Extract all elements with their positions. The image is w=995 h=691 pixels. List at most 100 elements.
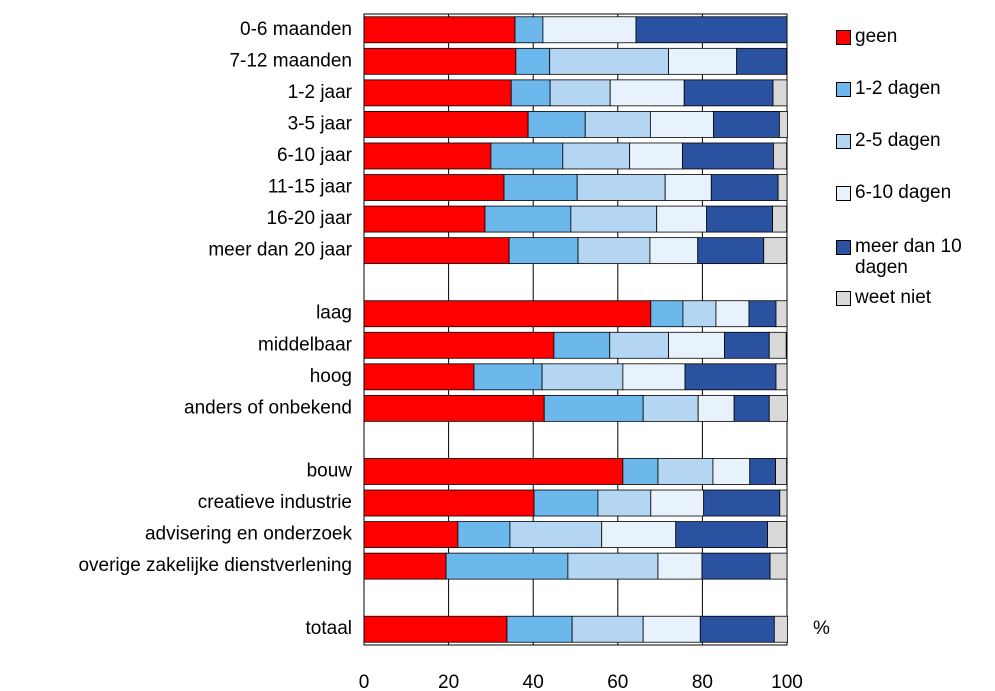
y-tick-label: 11-15 jaar [268,177,353,198]
y-tick-label: totaal [306,618,352,639]
bar-segment [657,458,714,485]
legend-entry: 2-5 dagen [836,130,966,151]
bar-segment [508,237,579,265]
bar-segment [363,300,652,328]
bar-segment [715,300,750,328]
x-tick-label: 0 [359,672,370,691]
bar-segment [571,615,644,643]
bar-segment [363,521,459,548]
bar-segment [609,331,669,359]
y-tick-label: meer dan 20 jaar [208,240,352,261]
bar-segment [506,615,573,643]
bar-segment [635,16,788,44]
y-tick-label: creatieve industrie [198,492,352,513]
bar-segment [779,489,788,517]
bar-segment [622,458,659,485]
x-tick-label: 60 [607,672,628,691]
bar-segment [701,552,771,580]
bar-segment [697,237,765,265]
y-tick-label: laag [316,303,352,324]
bar-segment [706,205,774,233]
legend-swatch [836,240,851,255]
bar-segment [664,174,712,201]
bar-segment [363,489,535,517]
bar-segment [363,237,510,265]
legend-label: meer dan 10 dagen [855,236,962,278]
bar-segment [769,552,788,580]
bar-segment [697,394,735,422]
bar-segment [577,237,651,265]
bar-segment [703,489,781,517]
legend-entry: geen [836,26,966,47]
bar-segment [768,331,787,359]
bar-segment [363,458,624,485]
bar-segment [649,111,714,138]
bar-segment [584,111,651,138]
legend-swatch [836,291,851,306]
y-tick-label: 7-12 maanden [229,50,352,71]
bar-segment [768,394,788,422]
x-tick-label: 80 [692,672,713,691]
legend-entry: meer dan 10 dagen [836,236,966,278]
bar-segment [570,205,658,233]
bar-segment [723,331,770,359]
bar-segment [363,205,486,233]
bar-segment [363,174,505,201]
bar-segment [777,174,788,201]
legend-label: geen [855,26,898,47]
bar-segment [684,363,777,391]
y-tick-label: 16-20 jaar [266,208,352,229]
bar-segment [503,174,578,201]
bar-segment [682,300,717,328]
bar-segment [484,205,572,233]
bar-segment [778,111,788,138]
legend-swatch [836,82,851,97]
y-tick-label: 6-10 jaar [277,145,353,166]
y-tick-label: hoog [310,366,352,387]
bar-segment [675,521,768,548]
bar-segment [527,111,586,138]
legend-entry: 6-10 dagen [836,182,966,203]
x-tick-label: 40 [523,672,544,691]
legend-entry: 1-2 dagen [836,78,966,99]
bar-segment [775,300,788,328]
bar-segment [363,331,555,359]
x-tick-label: 100 [771,672,803,691]
bar-segment [773,142,787,170]
y-tick-label: 3-5 jaar [288,113,353,134]
bar-segment [514,16,544,44]
bar-segment [541,363,624,391]
bar-segment [562,142,631,170]
bar-segment [772,79,788,107]
bar-segment [763,237,787,265]
bar-segment [749,458,776,485]
y-tick-label: 1-2 jaar [288,82,353,103]
bar-segment [597,489,652,517]
bar-segment [609,79,685,107]
bar-segment [712,111,780,138]
bar-segment [473,363,543,391]
bar-segment [649,237,699,265]
bar-segment [733,394,770,422]
bar-segment [509,521,603,548]
bar-segment [515,47,551,75]
bar-segment [363,394,545,422]
y-tick-label: overige zakelijke dienstverlening [78,555,352,576]
x-tick-label: 20 [438,672,459,691]
bar-segment [656,205,708,233]
bar-segment [657,552,703,580]
bar-segment [668,331,725,359]
bar-segment [650,489,705,517]
legend-label: weet niet [855,287,932,308]
bar-segment [712,458,751,485]
y-tick-label: advisering en onderzoek [145,524,353,545]
bar-segment [490,142,564,170]
bar-segment [668,47,738,75]
bar-segment [775,458,787,485]
bar-segment [683,79,774,107]
bar-segment [363,79,512,107]
bar-segment [363,615,508,643]
legend-label: 1-2 dagen [855,78,941,99]
